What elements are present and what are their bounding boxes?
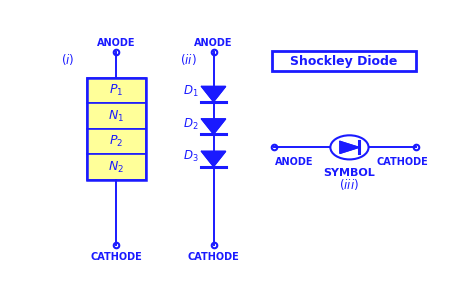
Bar: [87, 78, 146, 103]
Text: ANODE: ANODE: [275, 157, 314, 167]
Polygon shape: [201, 151, 226, 167]
Text: Shockley Diode: Shockley Diode: [290, 54, 398, 67]
Text: $N_{1}$: $N_{1}$: [108, 109, 124, 124]
Polygon shape: [201, 86, 226, 102]
Text: CATHODE: CATHODE: [91, 253, 142, 262]
Polygon shape: [340, 141, 359, 154]
Text: $D_{1}$: $D_{1}$: [183, 84, 199, 99]
Text: $(ii)$: $(ii)$: [181, 52, 197, 67]
Text: $N_{2}$: $N_{2}$: [108, 160, 124, 175]
Bar: [87, 78, 146, 180]
Text: $D_{3}$: $D_{3}$: [183, 149, 199, 164]
Polygon shape: [201, 119, 226, 134]
Text: $(i)$: $(i)$: [61, 52, 74, 67]
Text: ANODE: ANODE: [194, 38, 233, 48]
Bar: [87, 103, 146, 129]
Text: CATHODE: CATHODE: [188, 253, 239, 262]
Text: $(iii)$: $(iii)$: [339, 177, 359, 192]
Text: $P_{1}$: $P_{1}$: [109, 83, 123, 98]
Bar: [272, 51, 416, 71]
Bar: [87, 129, 146, 154]
Text: $D_{2}$: $D_{2}$: [183, 117, 199, 132]
Text: SYMBOL: SYMBOL: [324, 168, 375, 178]
Text: CATHODE: CATHODE: [377, 157, 428, 167]
Text: ANODE: ANODE: [97, 38, 136, 48]
Text: $P_{2}$: $P_{2}$: [109, 134, 123, 149]
Bar: [87, 154, 146, 180]
